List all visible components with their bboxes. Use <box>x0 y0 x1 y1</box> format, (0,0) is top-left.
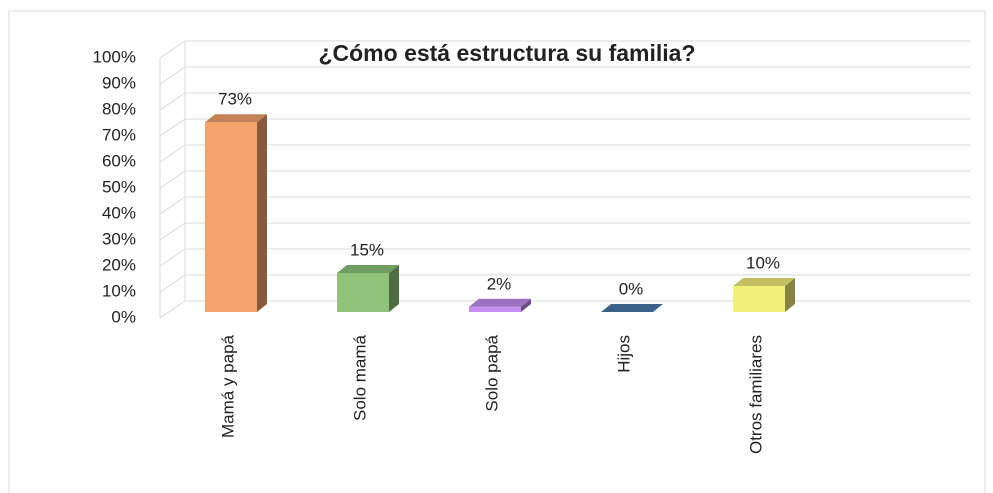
x-tick-label: Solo papá <box>482 334 501 411</box>
y-tick-label: 50% <box>102 177 136 196</box>
bar-side <box>389 265 399 312</box>
bar <box>205 114 267 312</box>
bar-top <box>601 304 663 312</box>
y-tick-label: 30% <box>102 229 136 248</box>
x-tick-label: Otros familiares <box>746 335 765 454</box>
bar-front <box>733 286 785 312</box>
y-tick-label: 100% <box>93 47 136 66</box>
bar-top <box>337 265 399 273</box>
chart-border <box>8 10 986 493</box>
grid-line <box>159 196 970 215</box>
y-tick-label: 70% <box>102 125 136 144</box>
x-tick-label: Mamá y papá <box>218 334 237 438</box>
bar-front <box>337 273 389 312</box>
x-tick-label: Solo mamá <box>350 334 369 421</box>
grid-line <box>159 300 970 319</box>
grid-line <box>159 144 970 163</box>
bar <box>469 298 531 312</box>
grid-line <box>159 66 970 85</box>
grid-line <box>159 248 970 267</box>
bar <box>601 304 663 312</box>
grid-line <box>159 92 970 111</box>
data-label: 73% <box>218 90 252 109</box>
y-tick-label: 20% <box>102 255 136 274</box>
bar-side <box>785 278 795 312</box>
bar-side <box>257 114 267 312</box>
y-tick-label: 10% <box>102 281 136 300</box>
grid-line <box>159 170 970 189</box>
bar-front <box>205 122 257 312</box>
y-tick-label: 80% <box>102 99 136 118</box>
y-tick-label: 0% <box>111 307 136 326</box>
y-tick-label: 40% <box>102 203 136 222</box>
bar-top <box>733 278 795 286</box>
data-label: 15% <box>350 240 384 259</box>
bar-top <box>205 114 267 123</box>
grid-line <box>159 274 970 293</box>
y-tick-label: 90% <box>102 73 136 92</box>
bar-top <box>469 298 531 307</box>
data-label: 2% <box>487 274 512 293</box>
bar-front <box>469 306 521 312</box>
data-label: 10% <box>746 253 780 272</box>
y-tick-label: 60% <box>102 151 136 170</box>
grid-line <box>159 118 970 137</box>
bar <box>733 278 795 312</box>
grid <box>159 40 970 319</box>
x-tick-label: Hijos <box>614 335 633 373</box>
data-label: 0% <box>619 279 644 298</box>
bar <box>337 265 399 312</box>
chart-title: ¿Cómo está estructura su familia? <box>318 40 695 66</box>
bar-side <box>521 298 531 312</box>
grid-line <box>159 222 970 241</box>
